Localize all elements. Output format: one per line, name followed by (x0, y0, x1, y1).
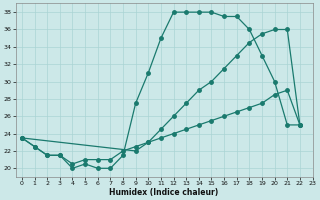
X-axis label: Humidex (Indice chaleur): Humidex (Indice chaleur) (109, 188, 219, 197)
